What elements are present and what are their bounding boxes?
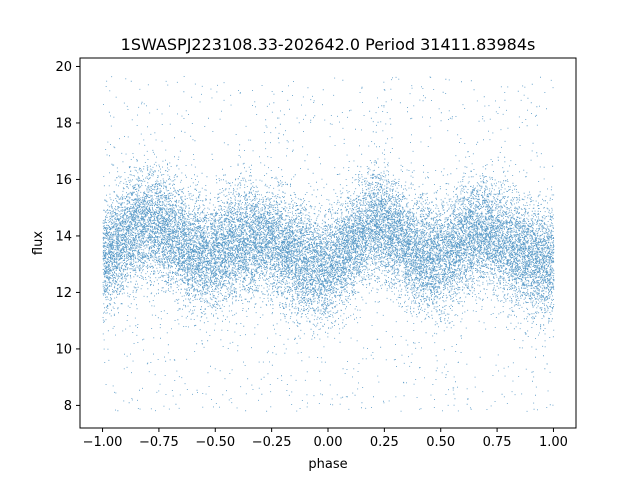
scatter-series-points [102,76,555,412]
x-tick-label: −0.75 [139,435,179,450]
x-axis-label: phase [308,457,347,472]
x-tick-label: 0.75 [483,435,512,450]
x-tick-label: 0.00 [314,435,343,450]
x-tick-label: −1.00 [83,435,123,450]
x-tick-label: 1.00 [539,435,568,450]
y-tick-label: 20 [55,60,72,75]
scatter-points [102,76,555,412]
y-axis-ticks: 8 10 12 14 16 18 20 [55,60,80,414]
x-tick-label: 0.25 [370,435,399,450]
chart-title: 1SWASPJ223108.33-202642.0 Period 31411.8… [121,35,536,54]
plot-frame [79,57,577,429]
y-tick-label: 14 [55,229,72,244]
y-tick-label: 8 [64,399,72,414]
x-tick-label: −0.50 [195,435,235,450]
y-tick-label: 12 [55,286,72,301]
y-tick-label: 16 [55,173,72,188]
y-axis-label: flux [31,231,46,255]
x-tick-label: −0.25 [252,435,292,450]
y-tick-label: 10 [55,342,72,357]
x-tick-label: 0.50 [426,435,455,450]
x-axis-ticks: −1.00 −0.75 −0.50 −0.25 0.00 0.25 0.50 0.75 1.00 [83,428,568,450]
y-tick-label: 18 [55,116,72,131]
